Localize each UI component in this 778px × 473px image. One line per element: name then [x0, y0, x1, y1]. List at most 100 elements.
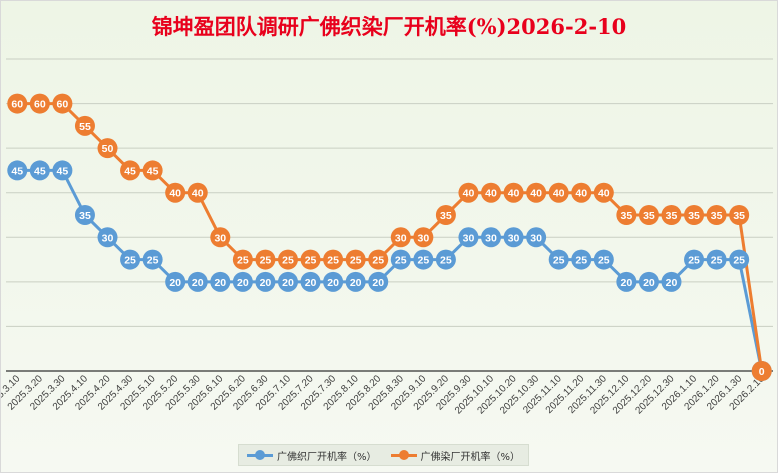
data-point — [210, 227, 231, 248]
data-point — [187, 182, 208, 203]
data-label: 45 — [34, 165, 46, 177]
data-label: 35 — [643, 210, 655, 222]
legend-swatch-dyeing — [390, 450, 417, 460]
data-label: 40 — [530, 188, 542, 200]
data-label: 40 — [598, 188, 610, 200]
data-label: 35 — [711, 210, 723, 222]
data-point — [97, 227, 118, 248]
data-label: 40 — [508, 188, 520, 200]
data-label: 20 — [327, 277, 339, 289]
data-label: 35 — [733, 210, 745, 222]
data-label: 50 — [102, 143, 114, 155]
data-label: 45 — [124, 165, 136, 177]
data-point — [7, 93, 28, 114]
data-point — [97, 138, 118, 159]
data-point — [165, 182, 186, 203]
data-label: 25 — [440, 255, 452, 267]
data-label: 25 — [350, 255, 362, 267]
data-point — [210, 271, 231, 292]
data-point — [390, 249, 411, 270]
data-label: 20 — [350, 277, 362, 289]
data-point — [526, 227, 547, 248]
data-point — [390, 227, 411, 248]
data-point — [120, 160, 141, 181]
data-point — [503, 227, 524, 248]
series-line-dyeing — [17, 102, 764, 372]
data-point — [706, 249, 727, 270]
legend-item-weaving: 广佛织厂开机率（%） — [247, 448, 377, 463]
data-point — [571, 182, 592, 203]
data-point — [345, 249, 366, 270]
data-point — [277, 271, 298, 292]
data-point — [661, 271, 682, 292]
data-point — [503, 182, 524, 203]
data-label: 35 — [666, 210, 678, 222]
data-point — [481, 182, 502, 203]
data-point — [368, 271, 389, 292]
data-label: 25 — [553, 255, 565, 267]
data-label: 20 — [372, 277, 384, 289]
data-label: 25 — [282, 255, 294, 267]
data-point — [616, 271, 637, 292]
data-label: 45 — [57, 165, 69, 177]
data-label: 35 — [440, 210, 452, 222]
data-point — [548, 249, 569, 270]
data-label: 40 — [485, 188, 497, 200]
data-label: 20 — [621, 277, 633, 289]
data-label: 20 — [282, 277, 294, 289]
data-label: 30 — [463, 232, 475, 244]
data-point — [165, 271, 186, 292]
data-point — [142, 249, 163, 270]
data-point — [413, 249, 434, 270]
data-label: 35 — [688, 210, 700, 222]
data-point — [571, 249, 592, 270]
legend-item-dyeing: 广佛染厂开机率（%） — [390, 448, 520, 463]
data-point — [7, 160, 28, 181]
data-label: 40 — [169, 188, 181, 200]
data-point — [458, 227, 479, 248]
data-label: 30 — [508, 232, 520, 244]
data-point — [232, 271, 253, 292]
series-line-weaving — [17, 168, 764, 372]
data-label: 20 — [237, 277, 249, 289]
data-label: 40 — [553, 188, 565, 200]
data-point — [368, 249, 389, 270]
legend: 广佛织厂开机率（%） 广佛染厂开机率（%） — [238, 444, 530, 466]
data-point — [142, 160, 163, 181]
data-point — [661, 205, 682, 225]
chart-title: 锦坤盈团队调研广佛织染厂开机率(%)2026-2-10 — [151, 14, 627, 39]
data-label: 20 — [260, 277, 272, 289]
data-point — [593, 182, 614, 203]
data-label: 40 — [575, 188, 587, 200]
data-label: 60 — [11, 99, 23, 111]
data-point — [29, 160, 50, 181]
data-label: 25 — [417, 255, 429, 267]
data-point — [435, 249, 456, 270]
data-point — [526, 182, 547, 203]
data-point — [323, 249, 344, 270]
data-label: 20 — [192, 277, 204, 289]
legend-swatch-weaving — [247, 450, 273, 460]
data-label: 30 — [214, 232, 226, 244]
data-label: 30 — [395, 232, 407, 244]
data-point — [638, 271, 659, 292]
data-point — [729, 249, 750, 270]
data-point — [74, 115, 95, 136]
data-label: 25 — [147, 255, 159, 267]
data-label: 0 — [759, 366, 765, 378]
data-label: 25 — [733, 255, 745, 267]
data-label: 45 — [11, 165, 23, 177]
data-label: 20 — [214, 277, 226, 289]
data-point — [300, 271, 321, 292]
data-label: 30 — [485, 232, 497, 244]
data-label: 25 — [260, 255, 272, 267]
data-point — [255, 249, 276, 270]
data-point — [458, 182, 479, 203]
data-label: 40 — [192, 188, 204, 200]
data-label: 20 — [666, 277, 678, 289]
data-label: 25 — [372, 255, 384, 267]
data-point — [706, 205, 727, 225]
data-label: 25 — [305, 255, 317, 267]
data-point — [52, 160, 73, 181]
